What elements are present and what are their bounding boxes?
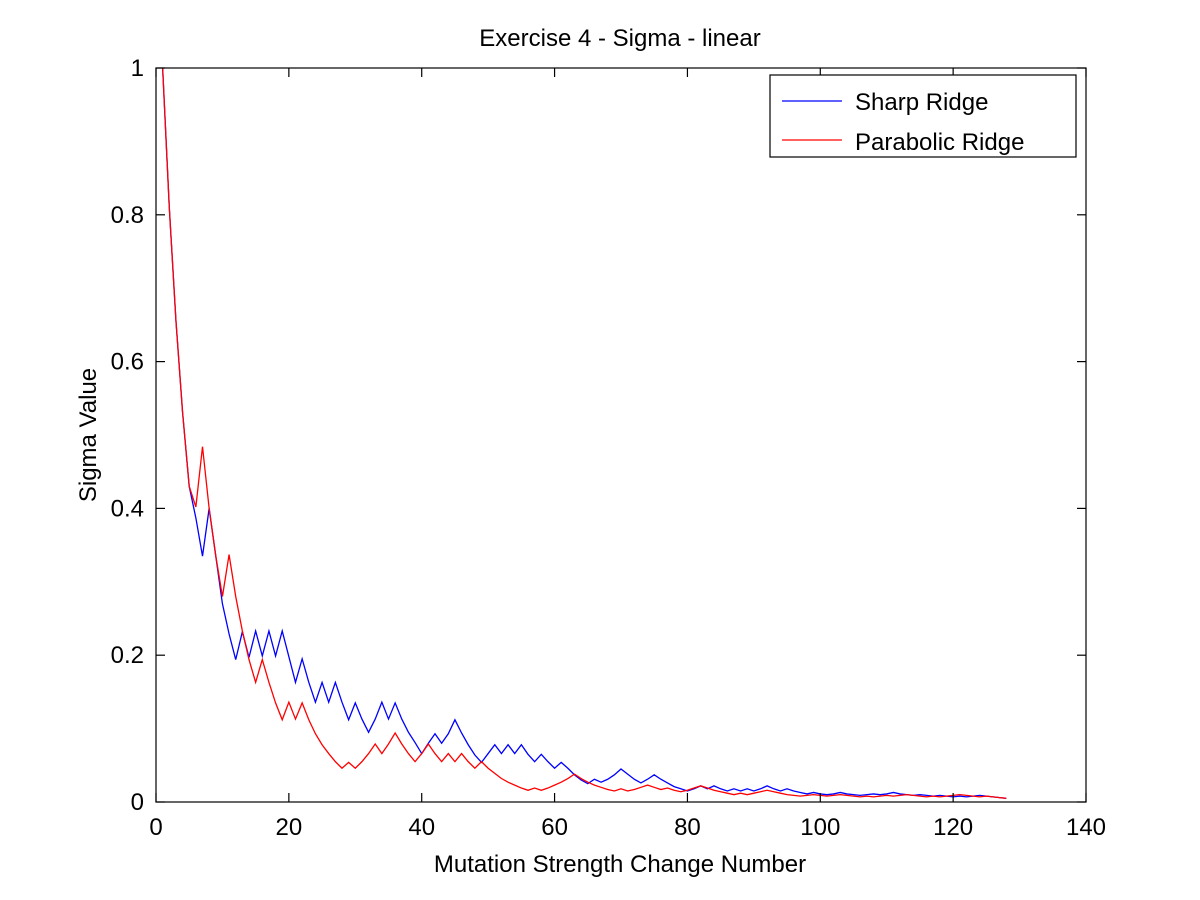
- x-tick-label: 140: [1066, 814, 1106, 841]
- x-tick-label: 20: [276, 814, 303, 841]
- plot-area: [156, 68, 1086, 802]
- legend: Sharp Ridge Parabolic Ridge: [769, 74, 1077, 158]
- y-tick-label: 1: [131, 55, 144, 82]
- x-tick-label: 0: [149, 814, 162, 841]
- ticks-layer: [155, 67, 1087, 803]
- y-tick-label: 0: [131, 789, 144, 816]
- series-line-parabolic-ridge: [161, 67, 1007, 799]
- legend-label-sharp-ridge: Sharp Ridge: [855, 89, 988, 116]
- labels-layer: 0 20 40 60 80 100 120 140 0 0.2 0.4 0.6 0.8 1: [111, 55, 1106, 841]
- series-layer: [161, 67, 1007, 799]
- plot-background: [156, 68, 1086, 802]
- y-axis-title: Sigma Value: [75, 368, 102, 502]
- y-tick-label: 0.8: [111, 202, 144, 229]
- x-tick-label: 100: [800, 814, 840, 841]
- x-axis-title: Mutation Strength Change Number: [434, 851, 806, 878]
- y-tick-label: 0.6: [111, 349, 144, 376]
- axes-frame: [155, 67, 1087, 803]
- chart-title: Exercise 4 - Sigma - linear: [479, 25, 760, 52]
- legend-box: [769, 74, 1077, 158]
- y-tick-label: 0.2: [111, 642, 144, 669]
- series-line-sharp-ridge: [161, 67, 1007, 799]
- x-tick-label: 120: [933, 814, 973, 841]
- y-tick-label: 0.4: [111, 495, 144, 522]
- x-tick-label: 80: [674, 814, 701, 841]
- x-tick-label: 40: [408, 814, 435, 841]
- x-tick-label: 60: [541, 814, 568, 841]
- legend-label-parabolic-ridge: Parabolic Ridge: [855, 129, 1024, 156]
